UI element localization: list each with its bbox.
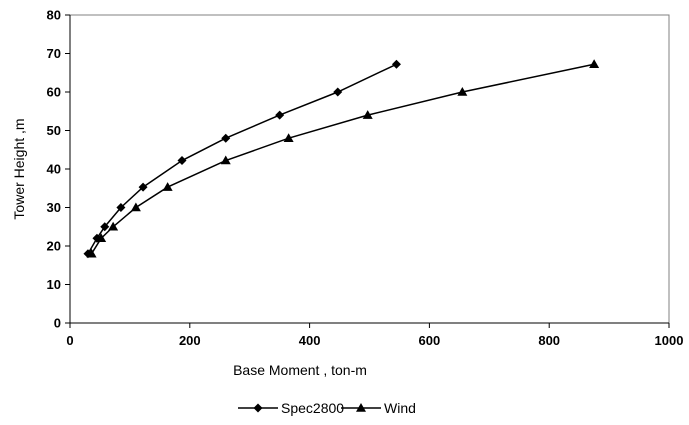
data-point [100,222,110,232]
legend-marker-triangle [356,403,366,412]
data-point [138,182,148,192]
data-point [220,155,231,165]
legend-item-wind: Wind [341,400,416,416]
x-tick-label: 600 [419,333,441,348]
x-axis-title: Base Moment , ton-m [233,362,367,378]
x-tick-label: 800 [538,333,560,348]
legend: Spec2800 Wind [238,400,416,416]
data-point [96,233,107,243]
y-tick-label: 80 [47,8,61,23]
data-point [391,59,401,69]
data-point [589,59,600,69]
y-tick-label: 20 [47,239,61,254]
series-line [87,63,397,255]
y-tick-label: 50 [47,123,61,138]
data-point [108,221,119,231]
data-point [333,87,343,97]
data-point [283,133,294,142]
x-tick-label: 1000 [655,333,684,348]
y-tick-label: 10 [47,277,61,292]
series-wind [86,59,600,258]
data-point [362,110,373,119]
y-tick-label: 70 [47,46,61,61]
y-tick-label: 30 [47,200,61,215]
data-point [221,133,231,143]
data-point [116,203,126,212]
legend-label-spec2800: Spec2800 [281,400,344,416]
legend-marker-diamond [253,403,263,413]
data-point [86,248,97,258]
x-tick-label: 200 [179,333,201,348]
series-line [90,63,595,255]
y-axis-title: Tower Height ,m [11,118,27,219]
x-tick-label: 400 [299,333,321,348]
data-point [162,182,173,191]
series-spec2800 [83,59,401,259]
legend-label-wind: Wind [384,400,416,416]
data-point [457,87,468,96]
y-tick-label: 0 [54,316,61,331]
data-point [177,156,187,166]
y-tick-label: 40 [47,162,61,177]
legend-item-spec2800: Spec2800 [238,400,344,416]
y-tick-label: 60 [47,85,61,100]
x-tick-label: 0 [66,333,73,348]
plot-area [69,14,670,324]
series-layer [83,59,600,259]
data-point [130,202,141,212]
data-point [275,110,285,120]
